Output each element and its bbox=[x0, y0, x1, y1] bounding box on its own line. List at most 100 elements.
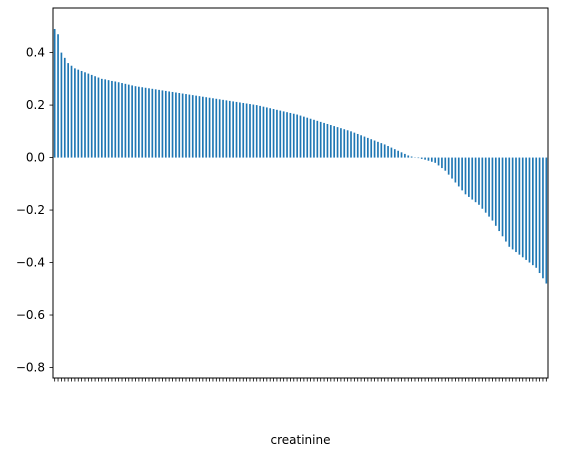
bar bbox=[437, 157, 440, 166]
bar bbox=[498, 157, 501, 232]
bar bbox=[501, 157, 504, 237]
bar bbox=[212, 98, 214, 158]
bar bbox=[228, 100, 231, 158]
bar bbox=[505, 157, 507, 242]
bar bbox=[464, 157, 467, 195]
y-tick-label: 0.4 bbox=[26, 46, 45, 60]
bar bbox=[292, 113, 295, 158]
bar bbox=[474, 157, 477, 203]
bar bbox=[329, 125, 332, 158]
bar bbox=[195, 95, 197, 158]
bar bbox=[148, 88, 150, 158]
bar bbox=[363, 136, 366, 158]
bar bbox=[387, 146, 389, 158]
bar bbox=[484, 157, 487, 213]
bar bbox=[538, 157, 541, 274]
bar bbox=[481, 157, 484, 209]
y-tick-label: 0.2 bbox=[26, 98, 45, 112]
bar bbox=[171, 91, 174, 158]
bar bbox=[198, 96, 201, 158]
bar bbox=[323, 122, 325, 158]
bar bbox=[424, 157, 426, 160]
bar bbox=[239, 102, 241, 158]
bar bbox=[316, 120, 319, 158]
bar bbox=[202, 96, 204, 158]
bar bbox=[454, 157, 457, 183]
bar bbox=[370, 139, 373, 158]
bar bbox=[417, 157, 420, 159]
bar bbox=[259, 105, 261, 158]
bar bbox=[262, 106, 265, 158]
x-axis-label: creatinine bbox=[271, 433, 331, 447]
bar bbox=[343, 129, 346, 158]
bar bbox=[468, 157, 470, 197]
bar bbox=[175, 92, 177, 158]
bar bbox=[346, 130, 349, 158]
bar bbox=[252, 104, 255, 158]
bar bbox=[528, 157, 531, 263]
bar bbox=[225, 100, 228, 158]
bar bbox=[57, 34, 59, 158]
bar bbox=[185, 94, 187, 158]
bar bbox=[188, 94, 191, 158]
bar bbox=[515, 157, 517, 253]
x-ticks-group bbox=[54, 378, 547, 382]
y-tick-label: −0.4 bbox=[16, 256, 45, 270]
y-tick-label: −0.6 bbox=[16, 308, 45, 322]
bars-group bbox=[53, 28, 548, 284]
bar bbox=[360, 135, 362, 158]
bar bbox=[205, 97, 208, 158]
bar bbox=[222, 99, 224, 158]
bar bbox=[457, 157, 460, 187]
bar bbox=[164, 90, 167, 158]
bar bbox=[249, 104, 251, 158]
bar bbox=[319, 121, 322, 158]
bar bbox=[121, 83, 123, 158]
y-tick-label: −0.8 bbox=[16, 361, 45, 375]
bar bbox=[434, 157, 437, 163]
bar bbox=[336, 127, 339, 158]
bar bbox=[124, 83, 127, 158]
bar bbox=[508, 157, 511, 247]
bar bbox=[158, 89, 160, 158]
bar bbox=[97, 77, 100, 158]
bar bbox=[494, 157, 497, 226]
bar bbox=[380, 143, 383, 158]
bar bbox=[535, 157, 538, 268]
bar bbox=[488, 157, 490, 217]
bar bbox=[286, 112, 288, 158]
bar bbox=[309, 118, 312, 158]
bar bbox=[313, 119, 315, 158]
bar bbox=[114, 81, 117, 158]
bar bbox=[134, 86, 137, 158]
bar bbox=[74, 68, 76, 158]
bar bbox=[518, 157, 521, 255]
bar bbox=[161, 90, 164, 158]
bar bbox=[90, 74, 93, 158]
bar bbox=[265, 107, 268, 158]
bar bbox=[282, 111, 285, 158]
bar bbox=[181, 93, 184, 158]
bar bbox=[461, 157, 463, 191]
bar bbox=[404, 153, 406, 158]
bar bbox=[377, 141, 379, 158]
bar bbox=[427, 157, 430, 161]
bar bbox=[306, 117, 309, 158]
bar bbox=[144, 87, 147, 158]
bar bbox=[107, 80, 110, 158]
bar bbox=[141, 87, 144, 158]
bar bbox=[471, 157, 474, 200]
bar bbox=[77, 69, 80, 158]
bar bbox=[131, 85, 133, 158]
bar bbox=[242, 102, 245, 158]
bar bbox=[191, 95, 194, 158]
bar bbox=[353, 132, 356, 158]
bar bbox=[104, 79, 107, 158]
bar bbox=[208, 97, 211, 158]
y-ticks-group: 0.4 0.2 0.0 −0.2 −0.4 −0.6 −0.8 bbox=[16, 46, 53, 375]
bar bbox=[410, 156, 413, 158]
bar bbox=[532, 157, 534, 266]
bar bbox=[356, 133, 359, 158]
bar bbox=[350, 131, 352, 158]
bar bbox=[289, 112, 292, 158]
